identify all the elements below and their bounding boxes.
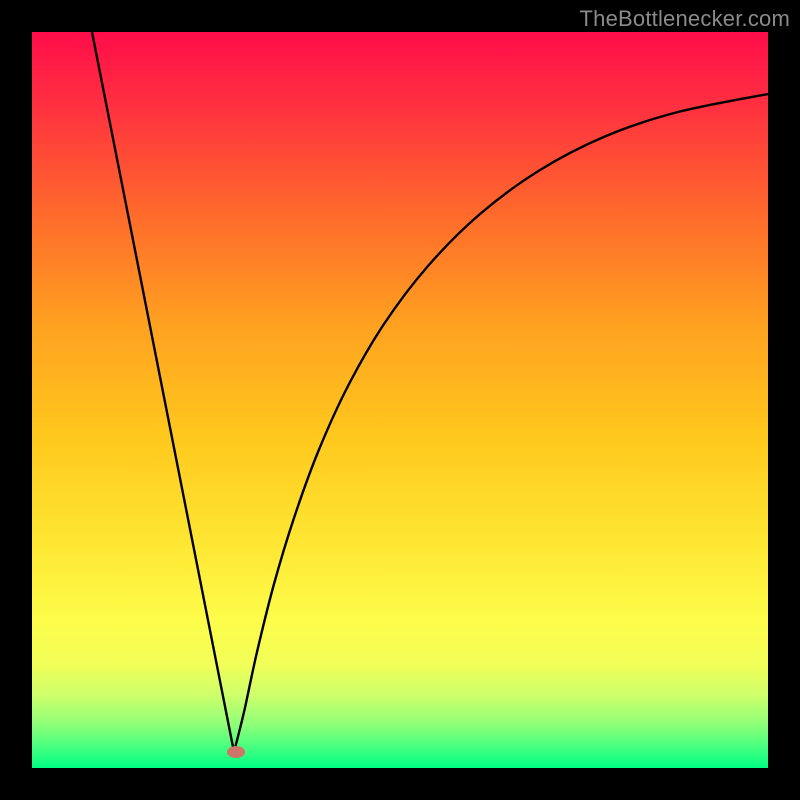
bottleneck-curve bbox=[32, 32, 768, 768]
plot-area bbox=[32, 32, 768, 768]
watermark-text: TheBottlenecker.com bbox=[580, 6, 790, 32]
chart-frame: TheBottlenecker.com bbox=[0, 0, 800, 800]
minimum-marker bbox=[227, 746, 245, 758]
curve-right-segment bbox=[234, 94, 768, 752]
curve-left-segment bbox=[92, 32, 234, 752]
